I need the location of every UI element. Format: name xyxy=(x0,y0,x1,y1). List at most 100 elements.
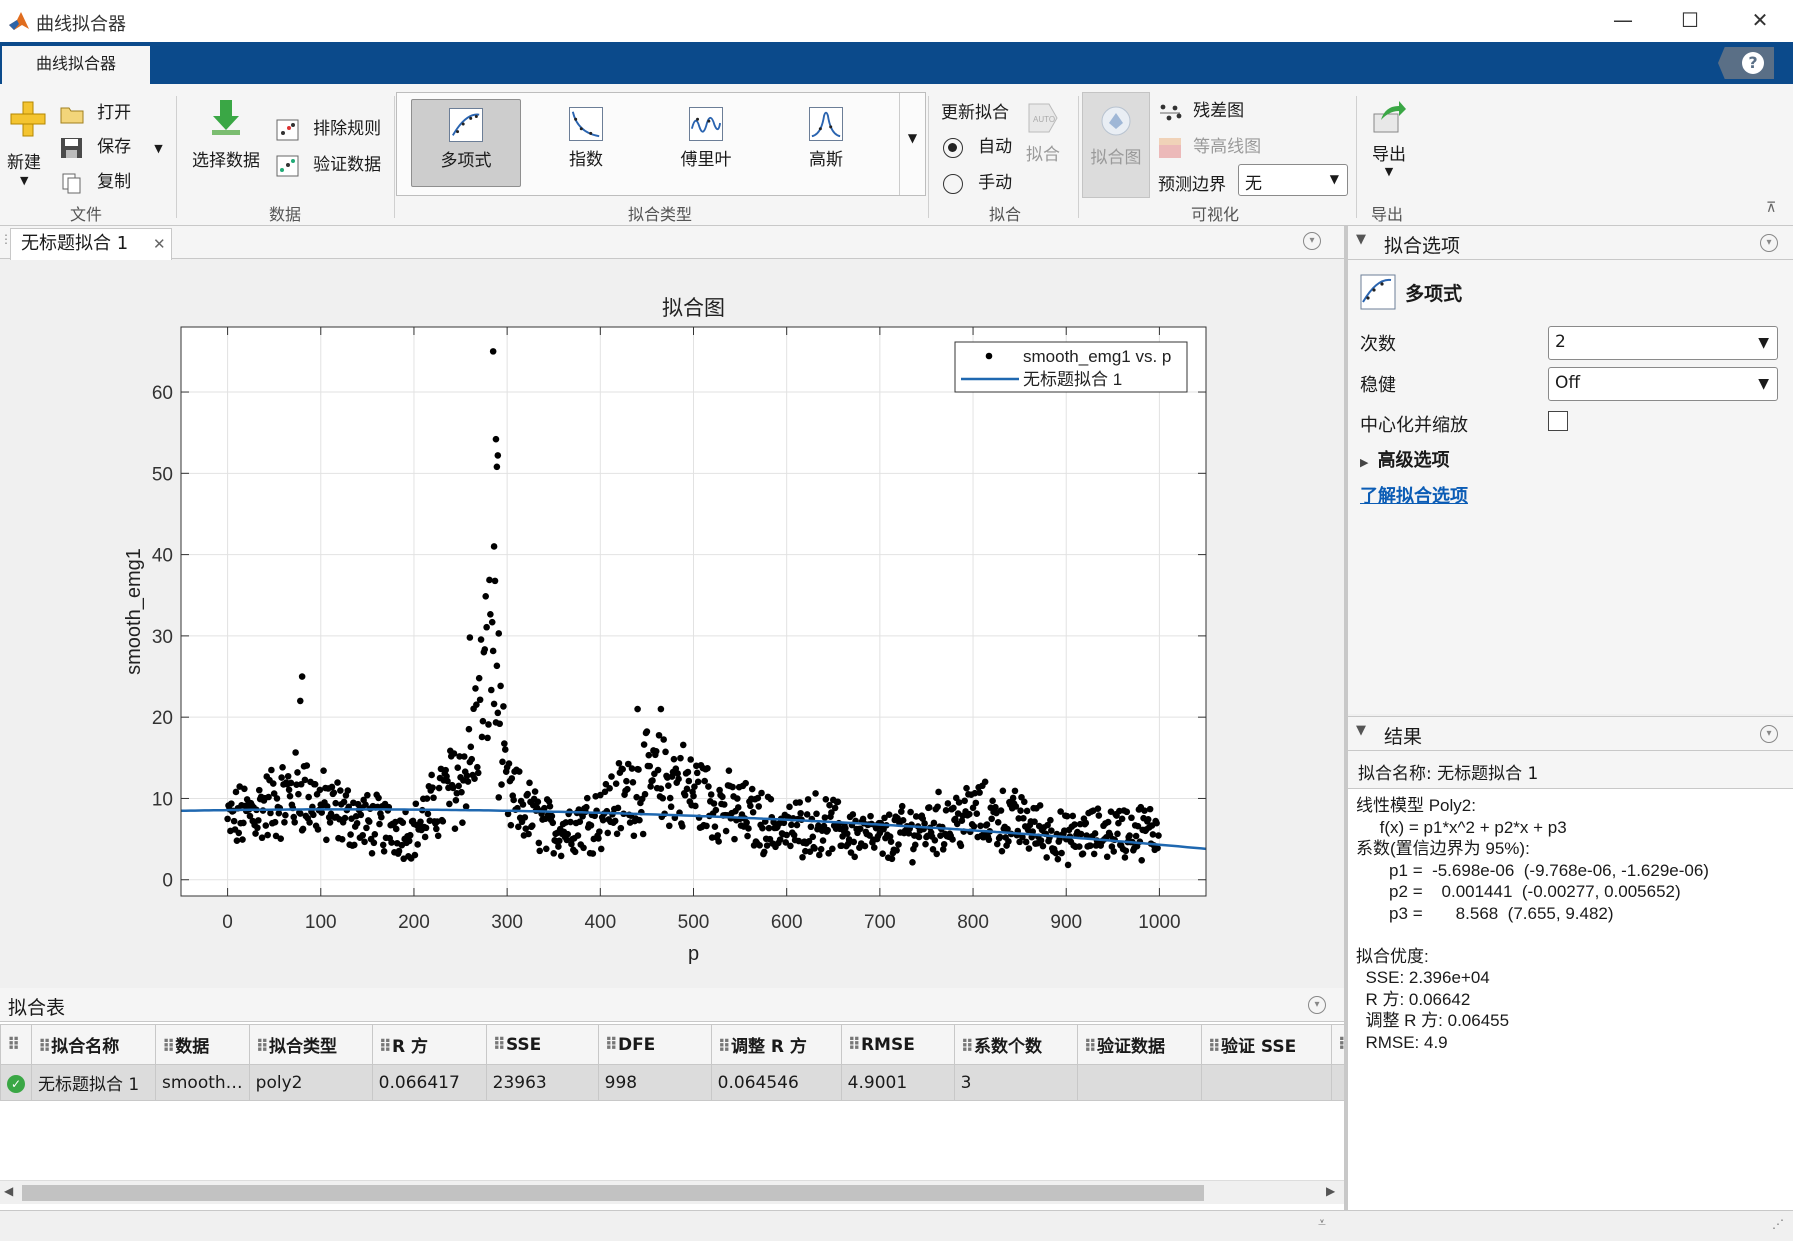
contour-plot-button[interactable]: 等高线图 xyxy=(1158,132,1261,158)
scrollbar-thumb[interactable] xyxy=(22,1185,1204,1201)
fit-type-exponential[interactable]: 指数 xyxy=(531,99,641,187)
close-tab-icon[interactable]: ✕ xyxy=(153,235,166,253)
copy-button[interactable]: 复制 xyxy=(60,167,131,193)
table-cell[interactable] xyxy=(1200,1064,1332,1101)
fit-type-fourier[interactable]: 傅里叶 xyxy=(651,99,761,187)
data-point xyxy=(452,796,460,804)
panel-menu-icon[interactable]: ▾ xyxy=(1308,996,1326,1014)
minimize-icon[interactable]: — xyxy=(1613,8,1633,32)
table-cell[interactable]: 0.066417 xyxy=(371,1064,487,1101)
maximize-icon[interactable]: ☐ xyxy=(1681,8,1699,32)
degree-dropdown[interactable]: 2 ▼ xyxy=(1548,326,1778,360)
manual-radio[interactable]: 手动 xyxy=(943,168,1012,194)
panel-splitter[interactable] xyxy=(1344,226,1348,1210)
data-point xyxy=(1095,812,1103,819)
column-header[interactable]: ⠿ 验证 SSE xyxy=(1200,1024,1332,1065)
column-header[interactable]: ⠿ DFE xyxy=(597,1024,712,1065)
advanced-options-toggle[interactable]: ▶ 高级选项 xyxy=(1360,446,1450,472)
column-header[interactable]: ⠿ 系数个数 xyxy=(953,1024,1078,1065)
data-point xyxy=(983,821,991,828)
table-cell[interactable] xyxy=(1076,1064,1202,1101)
data-point xyxy=(708,834,716,841)
chart-title: 拟合图 xyxy=(662,297,725,320)
data-point xyxy=(323,836,330,844)
fit-options-title: 拟合选项 xyxy=(1384,235,1461,257)
column-header[interactable]: ⠿ R 方 xyxy=(371,1024,487,1065)
column-header[interactable]: ⠿ 调整 R 方 xyxy=(710,1024,842,1065)
close-icon[interactable]: ✕ xyxy=(1751,8,1769,32)
resize-grip-icon[interactable]: ⋰ xyxy=(1772,1217,1784,1231)
center-scale-checkbox[interactable] xyxy=(1548,411,1568,431)
column-header[interactable]: ⠿ 验证数据 xyxy=(1076,1024,1202,1065)
table-cell[interactable]: 998 xyxy=(597,1064,712,1101)
collapse-icon[interactable]: ▼ xyxy=(1356,232,1366,247)
prediction-bounds-dropdown[interactable]: 无 ▼ xyxy=(1238,164,1348,196)
document-tab[interactable]: 无标题拟合 1 ✕ xyxy=(10,228,172,260)
collapse-icon[interactable]: ▼ xyxy=(1356,723,1366,738)
fit-button[interactable]: AUTO 拟合 xyxy=(1024,100,1062,165)
learn-fit-options-link[interactable]: 了解拟合选项 xyxy=(1360,486,1468,507)
expand-panel-icon[interactable]: ⩡ xyxy=(1318,1215,1326,1231)
chevron-down-icon[interactable]: ▼ xyxy=(154,142,163,155)
column-header[interactable]: ⠿ 拟合类型 xyxy=(248,1024,373,1065)
chevron-down-icon: ▼ xyxy=(1329,172,1339,186)
fit-type-polynomial[interactable]: 多项式 xyxy=(411,99,521,187)
table-row[interactable]: ✓ 无标题拟合 1 smooth… poly2 0.066417 23963 9… xyxy=(0,1064,1358,1101)
data-point xyxy=(471,775,478,782)
data-point xyxy=(617,824,625,832)
robust-dropdown[interactable]: Off ▼ xyxy=(1548,367,1778,401)
panel-menu-icon[interactable]: ▾ xyxy=(1760,234,1778,252)
collapse-ribbon-icon[interactable]: ⊼ xyxy=(1766,200,1777,216)
table-cell[interactable]: poly2 xyxy=(248,1064,373,1101)
scroll-left-icon[interactable]: ◀ xyxy=(4,1184,14,1198)
x-tick-label: 0 xyxy=(222,912,233,933)
new-button[interactable] xyxy=(8,100,48,142)
table-cell[interactable]: 3 xyxy=(953,1064,1078,1101)
save-button[interactable]: 保存 ▼ xyxy=(60,132,163,158)
data-point xyxy=(334,779,341,786)
document-tab-bar xyxy=(0,226,1344,259)
column-header[interactable]: ⠿ 数据 xyxy=(155,1024,250,1065)
x-tick-label: 700 xyxy=(864,912,896,933)
data-point xyxy=(649,777,656,784)
group-label-fit-type: 拟合类型 xyxy=(627,205,692,224)
column-header[interactable]: ⠿ RMSE xyxy=(840,1024,955,1065)
table-cell[interactable]: 无标题拟合 1 xyxy=(31,1064,156,1101)
fit-type-gaussian[interactable]: 高斯 xyxy=(771,99,881,187)
data-point xyxy=(662,748,669,756)
export-button[interactable]: 导出 ▼ xyxy=(1364,98,1414,178)
scroll-right-icon[interactable]: ▶ xyxy=(1326,1184,1336,1198)
data-point xyxy=(843,830,851,837)
help-button[interactable]: ? xyxy=(1718,47,1774,79)
data-point xyxy=(966,810,973,818)
select-data-button[interactable]: 选择数据 xyxy=(188,98,264,171)
panel-menu-icon[interactable]: ▾ xyxy=(1760,725,1778,743)
data-point xyxy=(233,837,241,845)
validation-data-button[interactable]: 验证数据 xyxy=(276,150,381,176)
gallery-expand-button[interactable]: ▼ xyxy=(899,93,925,195)
data-point xyxy=(587,822,595,829)
panel-menu-icon[interactable]: ▾ xyxy=(1303,232,1321,250)
table-cell[interactable]: 4.9001 xyxy=(840,1064,955,1101)
save-icon xyxy=(61,137,82,158)
data-point xyxy=(714,832,722,839)
open-button[interactable]: 打开 xyxy=(60,98,131,124)
open-label: 打开 xyxy=(97,103,132,123)
chevron-down-icon[interactable]: ▼ xyxy=(20,174,29,187)
data-point xyxy=(318,809,326,816)
tab-curve-fitter[interactable]: 曲线拟合器 xyxy=(2,46,150,84)
auto-radio[interactable]: 自动 xyxy=(943,132,1012,158)
column-header[interactable]: ⠿ SSE xyxy=(485,1024,599,1065)
table-cell[interactable]: 23963 xyxy=(485,1064,599,1101)
data-point xyxy=(606,785,613,792)
fit-plot-toggle[interactable]: 拟合图 xyxy=(1082,92,1150,198)
table-cell[interactable]: 0.064546 xyxy=(710,1064,842,1101)
fit-plot-chart[interactable]: 0 100 200 300 400 500 600 700 800 900 1000 0 10 20 30 4… xyxy=(0,260,1344,988)
data-point xyxy=(731,835,738,843)
exclusion-rules-button[interactable]: 排除规则 xyxy=(276,114,381,140)
table-cell[interactable]: smooth… xyxy=(155,1064,250,1101)
column-header[interactable]: ⠿ 拟合名称 xyxy=(31,1024,156,1065)
residuals-plot-button[interactable]: 残差图 xyxy=(1158,96,1244,122)
data-point xyxy=(555,843,562,850)
data-point xyxy=(720,801,728,808)
